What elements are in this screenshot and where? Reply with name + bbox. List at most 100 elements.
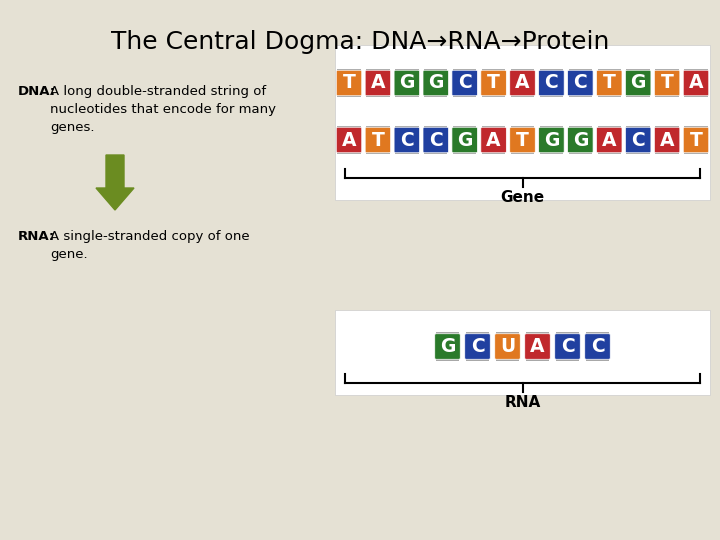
Text: G: G [457,131,472,150]
Text: Gene: Gene [500,190,544,205]
Bar [424,93,447,97]
Bar [540,93,563,97]
FancyBboxPatch shape [539,70,564,96]
Bar [395,93,418,97]
Bar [655,93,679,97]
Bar [337,69,361,72]
Text: C: C [573,73,588,92]
FancyBboxPatch shape [525,334,550,359]
Bar [482,126,505,130]
Text: C: C [400,131,414,150]
Bar [569,151,592,154]
Bar [540,151,563,154]
FancyArrow shape [96,155,134,210]
FancyBboxPatch shape [452,70,477,96]
FancyBboxPatch shape [394,127,420,153]
Text: A single-stranded copy of one
gene.: A single-stranded copy of one gene. [50,230,250,261]
Text: T: T [516,131,529,150]
FancyBboxPatch shape [336,70,361,96]
Bar [510,69,534,72]
FancyBboxPatch shape [423,70,449,96]
Bar [366,93,390,97]
Bar [655,69,679,72]
FancyBboxPatch shape [567,70,593,96]
Bar [482,151,505,154]
FancyBboxPatch shape [481,127,506,153]
Text: A long double-stranded string of
nucleotides that encode for many
genes.: A long double-stranded string of nucleot… [50,85,276,134]
FancyBboxPatch shape [394,70,420,96]
Text: A: A [486,131,501,150]
FancyBboxPatch shape [596,70,622,96]
Bar [540,126,563,130]
Bar [526,357,549,361]
Bar [337,151,361,154]
Bar [526,332,549,336]
Bar [366,126,390,130]
Bar [626,126,650,130]
Text: A: A [602,131,616,150]
Bar [586,357,609,361]
Text: T: T [372,131,384,150]
FancyBboxPatch shape [452,127,477,153]
Bar [424,126,447,130]
Text: A: A [689,73,703,92]
FancyBboxPatch shape [683,70,708,96]
Bar [453,93,477,97]
Bar [569,93,592,97]
FancyBboxPatch shape [495,334,521,359]
Bar [337,93,361,97]
Text: T: T [661,73,673,92]
Bar [684,126,708,130]
Bar [496,332,519,336]
Text: C: C [544,73,558,92]
Bar [366,69,390,72]
Text: G: G [544,131,559,150]
Bar [424,69,447,72]
Bar [466,332,489,336]
FancyBboxPatch shape [539,127,564,153]
FancyBboxPatch shape [465,334,490,359]
Text: RNA: RNA [505,395,541,410]
FancyBboxPatch shape [683,127,708,153]
Text: G: G [428,73,444,92]
FancyBboxPatch shape [481,70,506,96]
FancyBboxPatch shape [654,127,680,153]
Text: The Central Dogma: DNA→RNA→Protein: The Central Dogma: DNA→RNA→Protein [111,30,609,54]
Bar [655,126,679,130]
Text: A: A [516,73,530,92]
Text: T: T [343,73,356,92]
Text: A: A [660,131,675,150]
Bar [626,151,650,154]
Text: RNA:: RNA: [18,230,55,243]
FancyBboxPatch shape [423,127,449,153]
Text: C: C [471,337,485,356]
Text: U: U [500,337,515,356]
Bar [496,357,519,361]
FancyBboxPatch shape [585,334,611,359]
Bar [684,69,708,72]
Text: C: C [429,131,443,150]
Bar [482,69,505,72]
Bar [366,151,390,154]
FancyBboxPatch shape [554,334,580,359]
Bar [569,126,592,130]
Bar [598,151,621,154]
Bar [337,126,361,130]
Text: T: T [603,73,616,92]
FancyBboxPatch shape [626,127,651,153]
Text: C: C [561,337,575,356]
Bar [395,151,418,154]
Text: A: A [342,131,356,150]
Bar [684,151,708,154]
Bar [556,332,579,336]
Text: A: A [371,73,385,92]
Text: C: C [458,73,472,92]
FancyBboxPatch shape [365,127,391,153]
Bar [453,69,477,72]
Text: T: T [690,131,703,150]
Text: G: G [631,73,646,92]
Bar [453,126,477,130]
Text: T: T [487,73,500,92]
FancyBboxPatch shape [626,70,651,96]
Bar [436,332,459,336]
